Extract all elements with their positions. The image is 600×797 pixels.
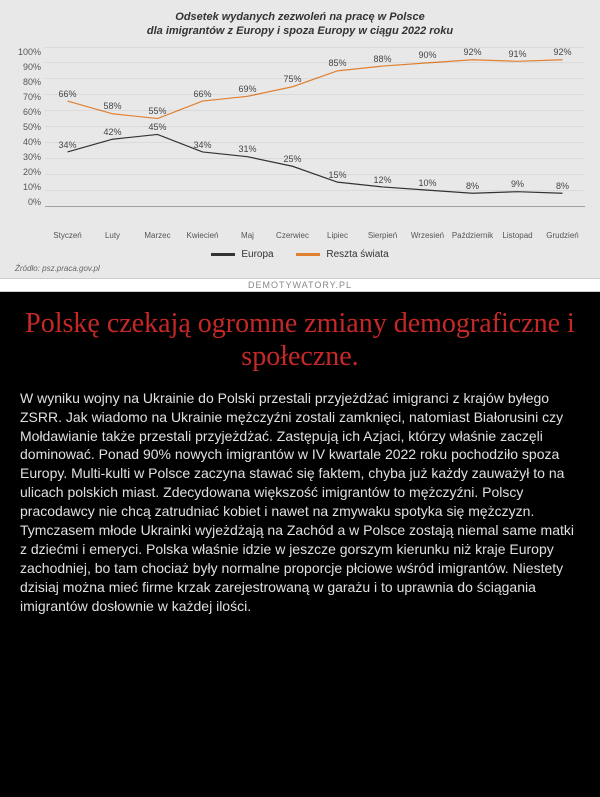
y-tick-label: 40% — [15, 137, 41, 147]
gridline — [45, 206, 585, 207]
body-text: W wyniku wojny na Ukrainie do Polski prz… — [0, 384, 600, 636]
x-tick-label: Marzec — [135, 231, 180, 240]
data-point-label: 92% — [553, 47, 571, 57]
legend-reszta-swatch — [296, 253, 320, 256]
data-point-label: 90% — [418, 50, 436, 60]
x-tick-label: Styczeń — [45, 231, 90, 240]
legend-europa: Europa — [211, 249, 273, 260]
y-tick-label: 90% — [15, 62, 41, 72]
x-tick-label: Maj — [225, 231, 270, 240]
gridline — [45, 78, 585, 79]
gridline — [45, 142, 585, 143]
data-point-label: 10% — [418, 178, 436, 188]
data-point-label: 15% — [328, 170, 346, 180]
data-point-label: 31% — [238, 144, 256, 154]
data-point-label: 55% — [148, 106, 166, 116]
gridline — [45, 126, 585, 127]
y-tick-label: 20% — [15, 167, 41, 177]
headline: Polskę czekają ogromne zmiany demografic… — [0, 292, 600, 384]
gridline — [45, 47, 585, 48]
data-point-label: 45% — [148, 122, 166, 132]
x-tick-label: Grudzień — [540, 231, 585, 240]
data-point-label: 12% — [373, 175, 391, 185]
y-tick-label: 60% — [15, 107, 41, 117]
legend-reszta: Reszta świata — [296, 249, 388, 260]
chart-title-line2: dla imigrantów z Europy i spoza Europy w… — [147, 25, 453, 37]
data-point-label: 92% — [463, 47, 481, 57]
y-tick-label: 10% — [15, 182, 41, 192]
x-tick-label: Kwiecień — [180, 231, 225, 240]
data-point-label: 8% — [556, 181, 569, 191]
legend-reszta-label: Reszta świata — [326, 249, 388, 260]
plot-area: 66% 58% 55% 66% 69% 75% 85% 88% 90% 92% 91% 92% 34% 4… — [45, 47, 585, 207]
x-tick-label: Listopad — [495, 231, 540, 240]
y-tick-label: 70% — [15, 92, 41, 102]
data-point-label: 85% — [328, 58, 346, 68]
data-point-label: 66% — [58, 89, 76, 99]
data-point-label: 8% — [466, 181, 479, 191]
data-point-label: 34% — [58, 140, 76, 150]
y-tick-label: 50% — [15, 122, 41, 132]
chart-title-line1: Odsetek wydanych zezwoleń na pracę w Pol… — [175, 11, 424, 23]
data-point-label: 34% — [193, 140, 211, 150]
data-point-label: 42% — [103, 127, 121, 137]
data-point-label: 58% — [103, 101, 121, 111]
x-axis: StyczeńLutyMarzecKwiecieńMajCzerwiecLipi… — [45, 231, 585, 240]
legend-europa-label: Europa — [241, 249, 273, 260]
gridline — [45, 158, 585, 159]
y-tick-label: 30% — [15, 152, 41, 162]
y-axis: 100% 90% 80% 70% 60% 50% 40% 30% 20% 10% 0% — [15, 47, 45, 207]
legend-europa-swatch — [211, 253, 235, 256]
y-tick-label: 100% — [15, 47, 41, 57]
chart-container: Odsetek wydanych zezwoleń na pracę w Pol… — [0, 0, 600, 278]
chart-area: 100% 90% 80% 70% 60% 50% 40% 30% 20% 10% 0% 66% 58%… — [15, 47, 585, 227]
y-tick-label: 0% — [15, 197, 41, 207]
gridline — [45, 110, 585, 111]
x-tick-label: Sierpień — [360, 231, 405, 240]
x-tick-label: Lipiec — [315, 231, 360, 240]
x-tick-label: Czerwiec — [270, 231, 315, 240]
data-point-label: 66% — [193, 89, 211, 99]
data-point-label: 25% — [283, 154, 301, 164]
watermark: DEMOTYWATORY.PL — [0, 278, 600, 292]
x-tick-label: Luty — [90, 231, 135, 240]
chart-title: Odsetek wydanych zezwoleń na pracę w Pol… — [15, 10, 585, 39]
data-point-label: 69% — [238, 84, 256, 94]
gridline — [45, 190, 585, 191]
gridline — [45, 94, 585, 95]
data-point-label: 91% — [508, 49, 526, 59]
gridline — [45, 174, 585, 175]
y-tick-label: 80% — [15, 77, 41, 87]
data-point-label: 75% — [283, 74, 301, 84]
data-point-label: 88% — [373, 54, 391, 64]
chart-legend: Europa Reszta świata — [15, 248, 585, 260]
chart-source: Źródło: psz.praca.gov.pl — [15, 264, 585, 273]
data-point-label: 9% — [511, 179, 524, 189]
gridline — [45, 62, 585, 63]
x-tick-label: Październik — [450, 231, 495, 240]
x-tick-label: Wrzesień — [405, 231, 450, 240]
